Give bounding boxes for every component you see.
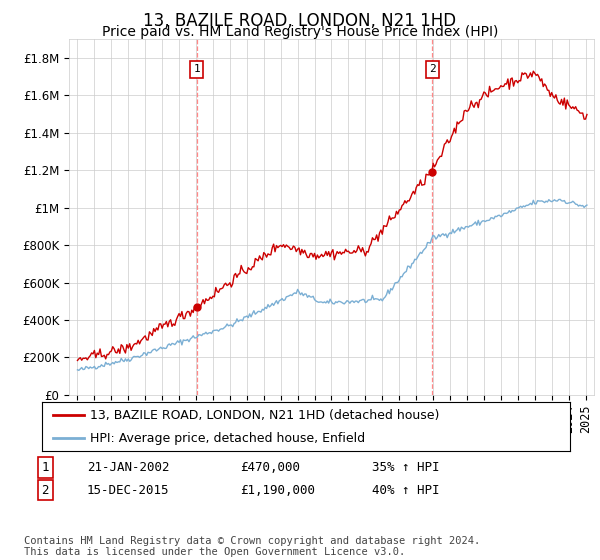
Text: £470,000: £470,000 (240, 461, 300, 474)
Text: 21-JAN-2002: 21-JAN-2002 (87, 461, 170, 474)
Text: 40% ↑ HPI: 40% ↑ HPI (372, 483, 439, 497)
Text: £1,190,000: £1,190,000 (240, 483, 315, 497)
Text: 13, BAZILE ROAD, LONDON, N21 1HD: 13, BAZILE ROAD, LONDON, N21 1HD (143, 12, 457, 30)
Text: Contains HM Land Registry data © Crown copyright and database right 2024.
This d: Contains HM Land Registry data © Crown c… (24, 535, 480, 557)
Text: 2: 2 (41, 483, 49, 497)
Text: Price paid vs. HM Land Registry's House Price Index (HPI): Price paid vs. HM Land Registry's House … (102, 25, 498, 39)
Text: 35% ↑ HPI: 35% ↑ HPI (372, 461, 439, 474)
Text: HPI: Average price, detached house, Enfield: HPI: Average price, detached house, Enfi… (89, 432, 365, 445)
Text: 15-DEC-2015: 15-DEC-2015 (87, 483, 170, 497)
Text: 2: 2 (429, 64, 436, 74)
Text: 13, BAZILE ROAD, LONDON, N21 1HD (detached house): 13, BAZILE ROAD, LONDON, N21 1HD (detach… (89, 409, 439, 422)
Text: 1: 1 (193, 64, 200, 74)
Text: 1: 1 (41, 461, 49, 474)
